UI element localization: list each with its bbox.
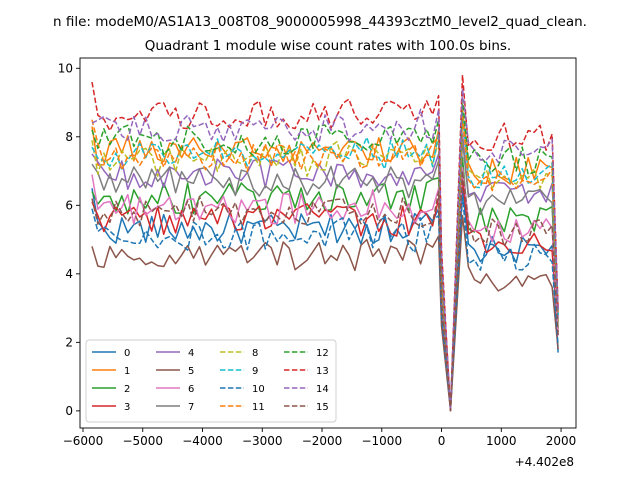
chart-title: Quadrant 1 module wise count rates with … [145, 38, 511, 54]
series-line-6 [91, 166, 559, 412]
series-line-3 [91, 177, 559, 411]
x-tick-label: −6000 [63, 434, 104, 448]
y-tick-label: 0 [65, 404, 73, 418]
plot-series [91, 74, 559, 412]
x-tick-label: −4000 [182, 434, 223, 448]
legend-label: 7 [188, 402, 194, 413]
x-axis: −6000 −5000 −4000 −3000 −2000 −1000 0 1000 2000 [63, 428, 577, 448]
x-tick-label: −1000 [361, 434, 402, 448]
legend-label: 2 [124, 384, 130, 395]
legend-label: 6 [188, 384, 194, 395]
legend-label: 11 [252, 402, 265, 413]
series-line-8 [91, 118, 559, 411]
y-tick-label: 8 [65, 130, 73, 144]
legend-label: 3 [124, 402, 130, 413]
y-tick-label: 4 [65, 267, 73, 281]
legend-label: 8 [252, 348, 258, 359]
series-line-0 [91, 187, 559, 410]
y-tick-label: 6 [65, 199, 73, 213]
y-tick-label: 2 [65, 336, 73, 350]
x-tick-label: −3000 [242, 434, 283, 448]
legend-label: 4 [188, 348, 194, 359]
legend-label: 12 [316, 348, 329, 359]
series-line-9 [91, 112, 559, 411]
series-line-11 [91, 115, 559, 412]
x-tick-label: 0 [438, 434, 446, 448]
legend-label: 13 [316, 366, 329, 377]
y-tick-label: 10 [58, 62, 73, 76]
legend-label: 10 [252, 384, 265, 395]
suptitle: n file: modeM0/AS1A13_008T08_9000005998_… [53, 14, 587, 30]
y-axis: 0 2 4 6 8 10 [58, 62, 80, 418]
legend-label: 1 [124, 366, 130, 377]
x-tick-label: −5000 [122, 434, 163, 448]
legend-label: 5 [188, 366, 194, 377]
legend-box [85, 339, 337, 423]
legend-label: 9 [252, 366, 258, 377]
series-line-7 [91, 139, 559, 411]
series-line-4 [91, 132, 559, 412]
legend-label: 14 [316, 384, 329, 395]
series-line-12 [91, 98, 559, 412]
series-line-13 [91, 74, 559, 412]
legend-label: 0 [124, 348, 130, 359]
legend-label: 15 [316, 402, 329, 413]
series-line-5 [91, 214, 559, 411]
series-line-14 [91, 88, 559, 412]
plot-frame [79, 57, 577, 429]
x-tick-label: −2000 [302, 434, 343, 448]
series-line-10 [91, 194, 559, 411]
x-offset-text: +4.402e8 [515, 455, 574, 469]
x-tick-label: 2000 [546, 434, 577, 448]
x-tick-label: 1000 [486, 434, 517, 448]
series-line-15 [91, 170, 559, 412]
